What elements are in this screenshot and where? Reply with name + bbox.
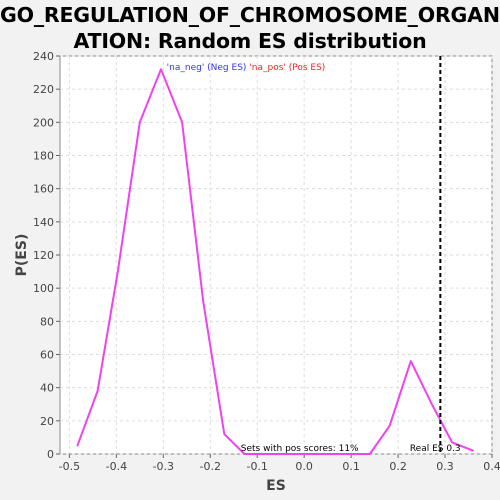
x-tick-label: -0.3 <box>153 460 174 473</box>
y-axis-label: P(ES) <box>14 234 30 277</box>
y-tick-label: 180 <box>33 150 54 163</box>
y-tick-label: 60 <box>40 349 54 362</box>
y-tick-label: 240 <box>33 50 54 63</box>
data-point <box>160 68 162 71</box>
grid <box>60 55 493 455</box>
data-point <box>431 403 433 406</box>
x-tick-label: 0.1 <box>342 460 360 473</box>
data-point <box>472 449 475 452</box>
data-point <box>243 453 246 455</box>
y-tick-label: 80 <box>40 315 54 328</box>
es-distribution-line <box>76 68 474 455</box>
annotations: Sets with pos scores: 11% Real ES 0.3 <box>241 56 461 454</box>
x-tick-label: 0.0 <box>295 460 313 473</box>
legend: 'na_neg' (Neg ES) 'na_pos' (Pos ES) <box>167 63 326 73</box>
real-es-annotation: Real ES 0.3 <box>410 444 461 454</box>
x-tick-label: -0.2 <box>200 460 221 473</box>
legend-text: 'na_neg' (Neg ES) 'na_pos' (Pos ES) <box>167 63 326 73</box>
chart-title-line1: GO_REGULATION_OF_CHROMOSOME_ORGANIZ <box>0 3 500 27</box>
data-point <box>284 453 287 455</box>
data-point <box>223 433 226 435</box>
y-tick-label: 100 <box>33 282 54 295</box>
x-axis-label: ES <box>266 478 286 494</box>
axes: 0 20 40 60 80 100 120 140 160 180 200 220 240 -0.5 -0.… <box>14 50 500 494</box>
data-point <box>369 453 371 455</box>
data-point <box>326 453 329 455</box>
x-tick-label: 0.2 <box>389 460 407 473</box>
legend-entry: 'na_neg' (Neg ES) <box>167 63 247 73</box>
data-point <box>96 390 99 392</box>
x-tick-label: 0.3 <box>436 460 454 473</box>
legend-entry: 'na_pos' (Pos ES) <box>246 63 325 73</box>
data-point <box>76 444 79 447</box>
x-tick-label: -0.5 <box>59 460 80 473</box>
chart-title-line2: ATION: Random ES distribution <box>73 29 427 53</box>
y-tick-label: 20 <box>40 415 54 428</box>
y-tick-label: 160 <box>33 183 54 196</box>
data-point <box>388 425 391 427</box>
data-point <box>202 300 205 303</box>
y-tick-label: 220 <box>33 83 54 96</box>
data-point <box>409 360 412 362</box>
data-point <box>139 121 141 124</box>
data-point <box>305 453 308 455</box>
data-point <box>451 441 453 444</box>
data-point <box>116 270 119 273</box>
x-tick-label: 0.4 <box>483 460 500 473</box>
y-tick-label: 200 <box>33 116 54 129</box>
x-tick-label: -0.1 <box>246 460 267 473</box>
data-point <box>263 453 266 455</box>
y-tick-label: 0 <box>47 448 54 461</box>
data-point <box>347 453 350 455</box>
y-tick-label: 40 <box>40 382 54 395</box>
y-tick-label: 120 <box>33 249 54 262</box>
chart-title: GO_REGULATION_OF_CHROMOSOME_ORGANIZ ATIO… <box>0 2 500 54</box>
data-point <box>181 121 183 124</box>
sets-with-pos-annotation: Sets with pos scores: 11% <box>241 444 359 454</box>
series-layer <box>76 68 475 455</box>
x-tick-label: -0.4 <box>106 460 127 473</box>
y-tick-label: 140 <box>33 216 54 229</box>
